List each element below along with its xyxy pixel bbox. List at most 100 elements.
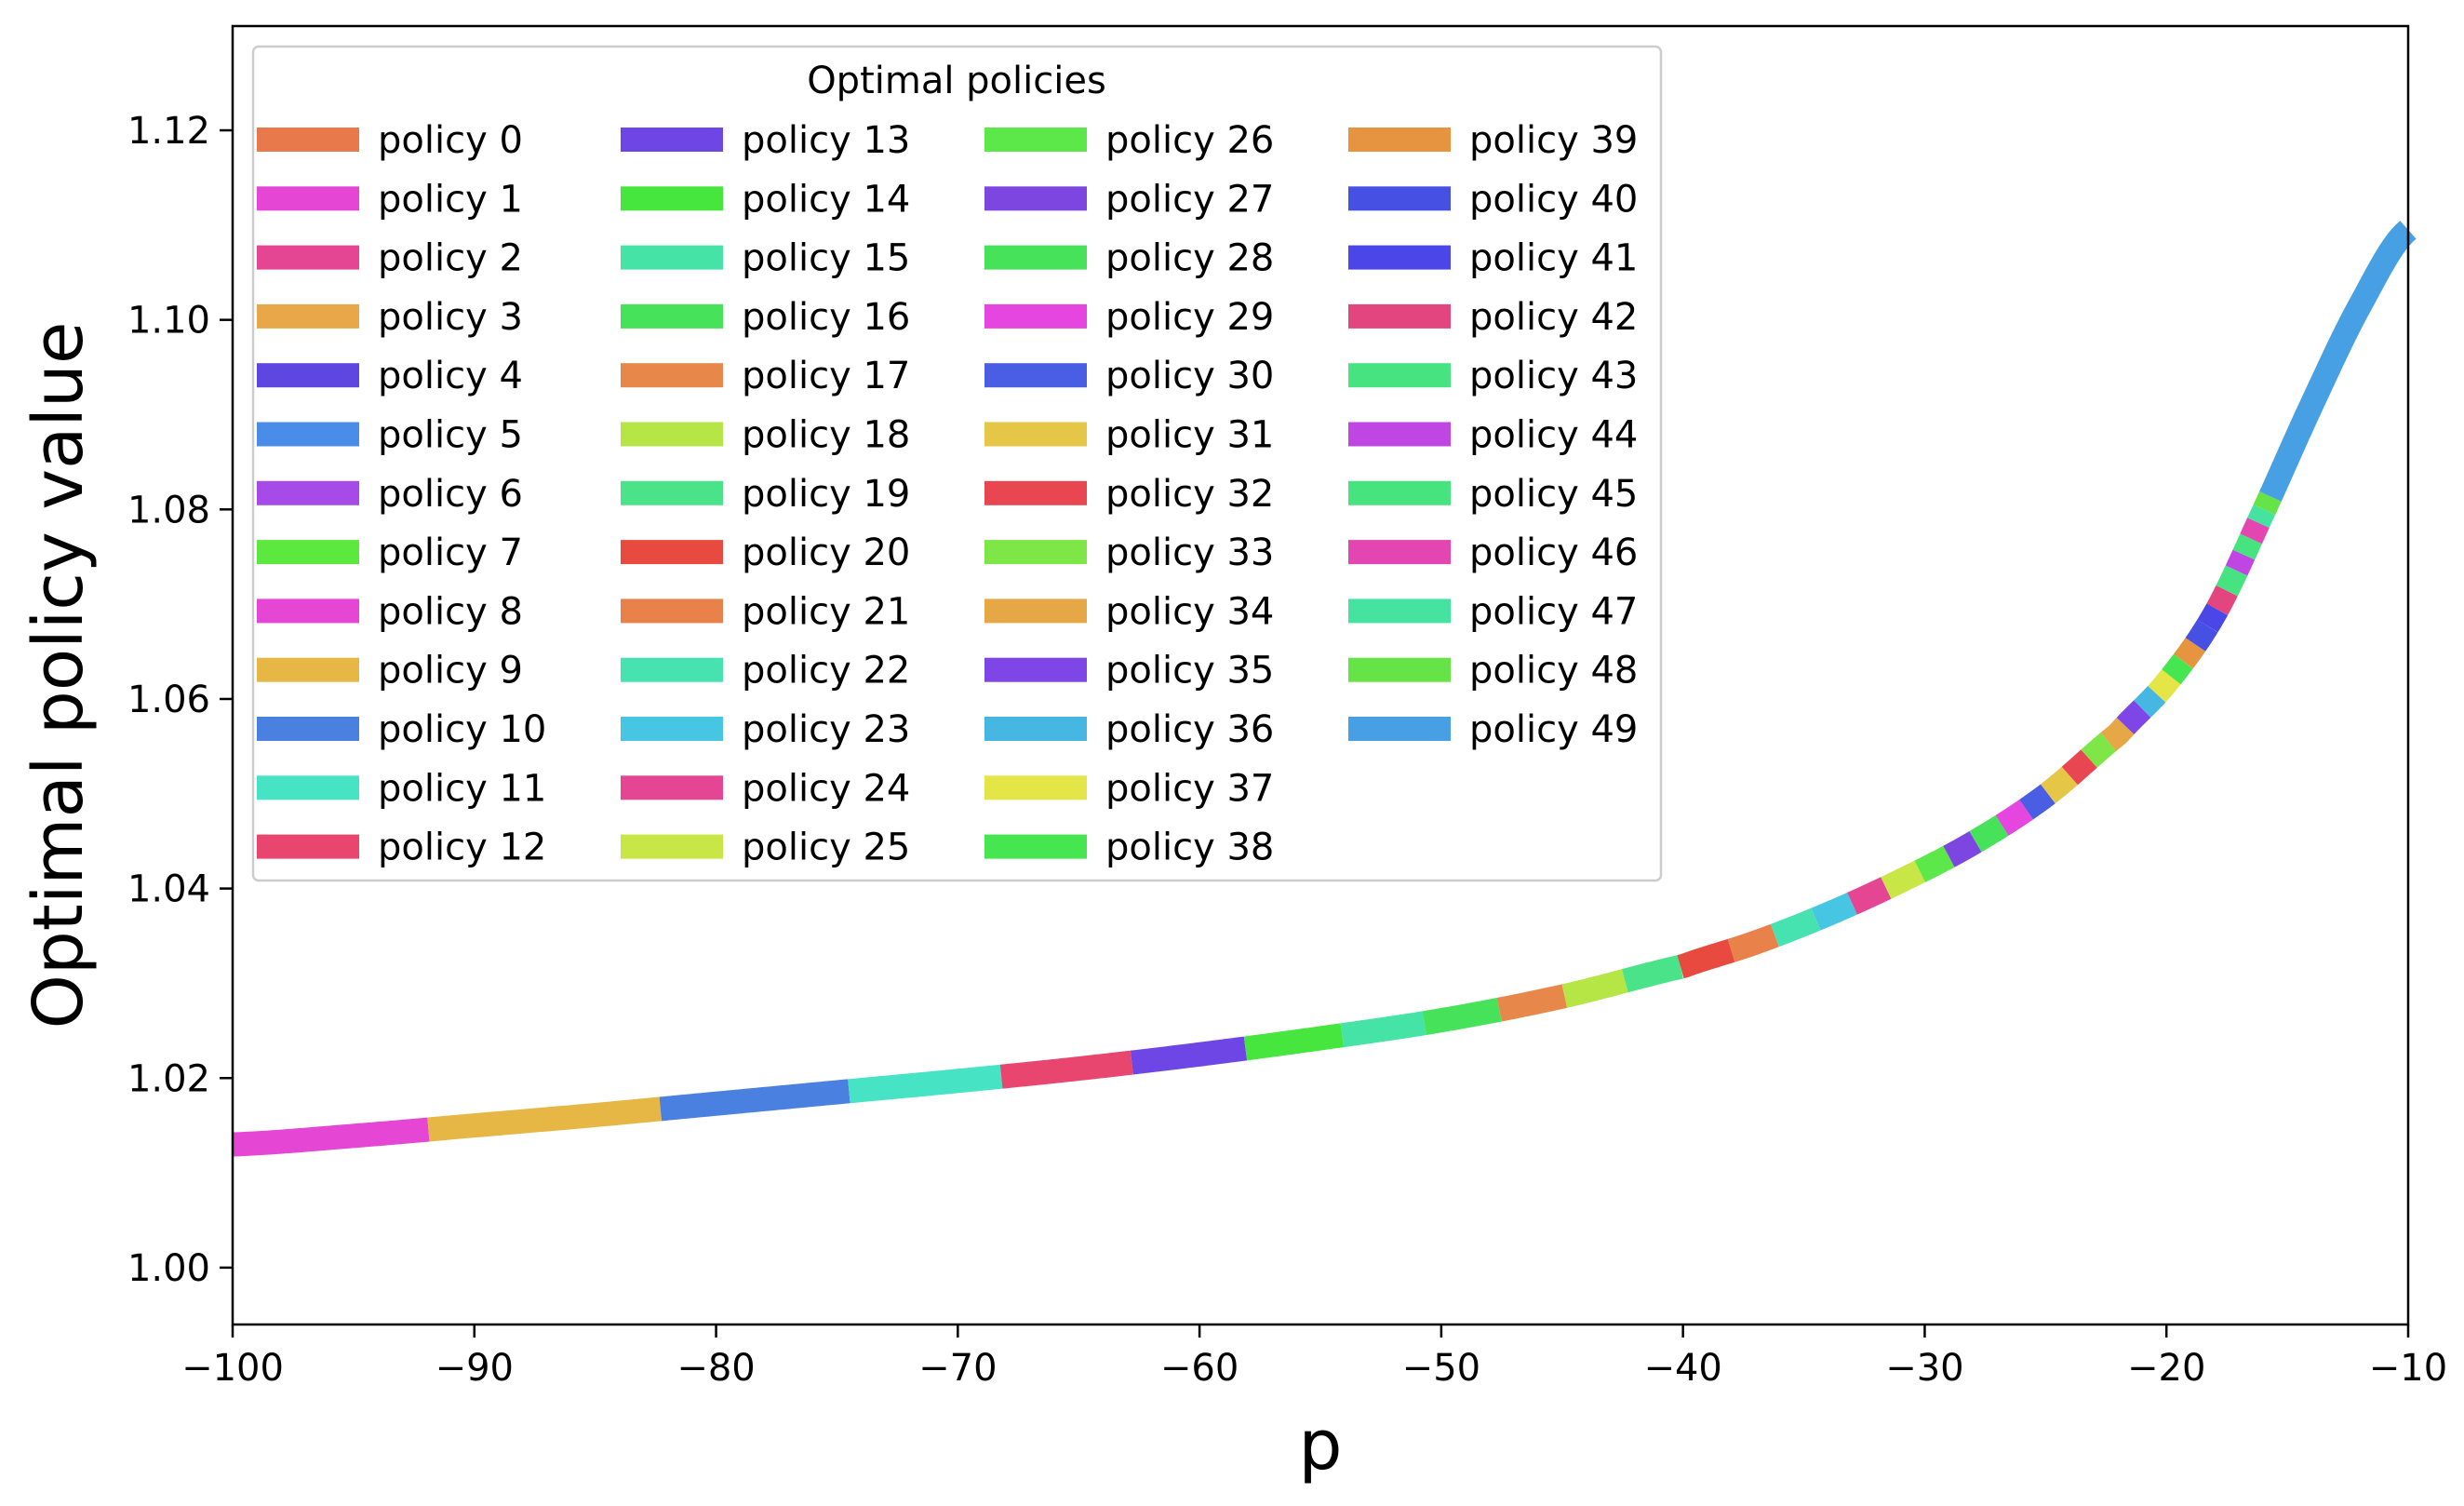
legend-swatch bbox=[1348, 128, 1451, 152]
legend-item-policy-13: policy 13 bbox=[621, 119, 910, 162]
legend-box bbox=[251, 45, 1663, 882]
legend-label: policy 10 bbox=[378, 708, 546, 751]
legend-swatch bbox=[257, 422, 359, 447]
legend-label: policy 44 bbox=[1469, 414, 1638, 457]
legend-swatch bbox=[621, 363, 723, 388]
legend-item-policy-4: policy 4 bbox=[257, 355, 523, 397]
legend-swatch bbox=[1348, 480, 1451, 505]
legend-item-policy-37: policy 37 bbox=[984, 767, 1274, 810]
legend-label: policy 26 bbox=[1105, 119, 1274, 162]
plot-frame bbox=[231, 24, 2410, 1326]
x-axis-label: p bbox=[1299, 1405, 1343, 1486]
legend-label: policy 38 bbox=[1105, 827, 1274, 869]
legend-swatch bbox=[257, 540, 359, 565]
legend-label: policy 5 bbox=[378, 414, 523, 457]
legend-item-policy-16: policy 16 bbox=[621, 296, 910, 339]
legend-label: policy 18 bbox=[742, 414, 910, 457]
legend-swatch bbox=[984, 303, 1087, 329]
series-segment-policy-24 bbox=[1843, 877, 1895, 915]
legend-swatch bbox=[621, 598, 723, 624]
legend-item-policy-36: policy 36 bbox=[984, 708, 1274, 751]
legend-swatch bbox=[984, 245, 1087, 270]
legend-label: policy 14 bbox=[742, 178, 910, 221]
legend-swatch bbox=[984, 657, 1087, 682]
legend-swatch bbox=[257, 657, 359, 682]
legend-item-policy-1: policy 1 bbox=[257, 178, 523, 221]
legend-label: policy 27 bbox=[1105, 178, 1274, 221]
legend-swatch bbox=[257, 480, 359, 505]
series-segment-policy-23 bbox=[1807, 892, 1861, 931]
series-segment-policy-27 bbox=[1940, 830, 1984, 867]
legend-item-policy-41: policy 41 bbox=[1348, 237, 1638, 280]
legend-item-policy-29: policy 29 bbox=[984, 296, 1274, 339]
series-segment-policy-14 bbox=[1237, 1023, 1351, 1061]
legend-item-policy-47: policy 47 bbox=[1348, 590, 1638, 633]
legend-item-policy-2: policy 2 bbox=[257, 237, 523, 280]
legend-label: policy 25 bbox=[742, 827, 910, 869]
legend-label: policy 28 bbox=[1105, 237, 1274, 280]
legend-swatch bbox=[621, 775, 723, 800]
legend-label: policy 21 bbox=[742, 590, 910, 633]
legend-swatch bbox=[621, 128, 723, 152]
legend-swatch bbox=[257, 834, 359, 859]
legend-swatch bbox=[984, 540, 1087, 565]
legend-label: policy 15 bbox=[742, 237, 910, 280]
series-segment-policy-16 bbox=[1415, 997, 1507, 1036]
series-segment-policy-47 bbox=[2247, 499, 2276, 533]
legend-item-policy-35: policy 35 bbox=[984, 650, 1274, 692]
series-segment-policy-34 bbox=[2098, 717, 2136, 752]
legend-swatch bbox=[1348, 245, 1451, 270]
legend-label: policy 16 bbox=[742, 296, 910, 339]
legend-swatch bbox=[621, 186, 723, 211]
legend-item-policy-3: policy 3 bbox=[257, 296, 523, 339]
legend-swatch bbox=[1348, 717, 1451, 741]
series-segment-policy-10 bbox=[652, 1079, 858, 1122]
series-segment-policy-49 bbox=[2259, 221, 2417, 502]
legend-swatch bbox=[1348, 657, 1451, 682]
legend-label: policy 37 bbox=[1105, 767, 1274, 810]
series-segment-policy-9 bbox=[420, 1096, 669, 1142]
legend-item-policy-10: policy 10 bbox=[257, 708, 546, 751]
legend-label: policy 22 bbox=[742, 650, 910, 692]
series-segment-policy-22 bbox=[1766, 908, 1825, 948]
series-segment-policy-46 bbox=[2240, 513, 2270, 548]
series-segment-policy-42 bbox=[2206, 582, 2238, 619]
legend-swatch bbox=[621, 422, 723, 447]
legend-item-policy-14: policy 14 bbox=[621, 178, 910, 221]
legend-item-policy-20: policy 20 bbox=[621, 531, 910, 574]
legend-item-policy-19: policy 19 bbox=[621, 473, 910, 516]
series-segment-policy-35 bbox=[2116, 699, 2152, 735]
series-segment-policy-19 bbox=[1616, 955, 1689, 993]
series-segment-policy-37 bbox=[2147, 667, 2181, 704]
legend-label: policy 11 bbox=[378, 767, 546, 810]
legend-swatch bbox=[984, 480, 1087, 505]
y-tick-label: 1.08 bbox=[127, 489, 210, 531]
legend-item-policy-17: policy 17 bbox=[621, 355, 910, 397]
legend-item-policy-0: policy 0 bbox=[257, 119, 523, 162]
x-tick-label: −20 bbox=[2127, 1347, 2205, 1390]
legend-items: policy 0 policy 1 policy 2 policy 3 policy 4… bbox=[257, 119, 1638, 869]
legend-item-policy-38: policy 38 bbox=[984, 827, 1274, 869]
legend-swatch bbox=[257, 775, 359, 800]
legend-swatch bbox=[1348, 303, 1451, 329]
series-segment-policy-48 bbox=[2253, 486, 2282, 520]
legend-item-policy-23: policy 23 bbox=[621, 708, 910, 751]
legend-label: policy 42 bbox=[1469, 296, 1638, 339]
series-segment-policy-25 bbox=[1877, 860, 1929, 899]
legend-item-policy-25: policy 25 bbox=[621, 827, 910, 869]
series-segment-policy-41 bbox=[2197, 599, 2229, 636]
legend-label: policy 2 bbox=[378, 237, 523, 280]
series-segment-policy-36 bbox=[2132, 684, 2167, 719]
legend-swatch bbox=[984, 363, 1087, 388]
legend-label: policy 39 bbox=[1469, 119, 1638, 162]
legend-label: policy 4 bbox=[378, 355, 523, 397]
y-tick-label: 1.10 bbox=[127, 300, 210, 343]
legend-title: Optimal policies bbox=[807, 60, 1106, 102]
legend-label: policy 17 bbox=[742, 355, 910, 397]
legend-item-policy-28: policy 28 bbox=[984, 237, 1274, 280]
legend-label: policy 35 bbox=[1105, 650, 1274, 692]
series-segment-policy-44 bbox=[2225, 545, 2256, 581]
legend-label: policy 12 bbox=[378, 827, 546, 869]
